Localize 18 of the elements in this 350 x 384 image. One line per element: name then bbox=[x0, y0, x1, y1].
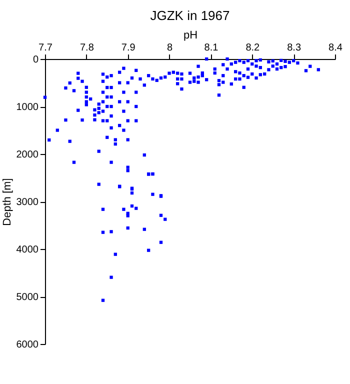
y-tick-label: 5000 bbox=[16, 292, 39, 303]
x-tick-label: 7.9 bbox=[121, 42, 136, 54]
y-tick-label: 3000 bbox=[16, 197, 39, 208]
x-tick-label: 8.3 bbox=[287, 42, 302, 54]
y-tick-label: 6000 bbox=[16, 340, 39, 350]
x-tick-label: 8 bbox=[167, 42, 174, 54]
x-tick-label: 8.2 bbox=[246, 42, 260, 54]
y-tick-label: 0 bbox=[32, 54, 39, 66]
y-tick-label: 2000 bbox=[16, 150, 39, 160]
x-tick-label: 8.4 bbox=[328, 42, 343, 54]
x-tick-label: 7.8 bbox=[80, 42, 94, 54]
y-tick-label: 4000 bbox=[16, 244, 39, 256]
y-axis-title: Depth [m] bbox=[1, 178, 14, 226]
x-axis-title: pH bbox=[183, 30, 198, 42]
chart-title: JGZK in 1967 bbox=[150, 8, 230, 23]
y-tick-label: 1000 bbox=[16, 102, 39, 113]
x-tick-label: 8.1 bbox=[204, 42, 219, 54]
x-tick-label: 7.7 bbox=[38, 42, 53, 54]
